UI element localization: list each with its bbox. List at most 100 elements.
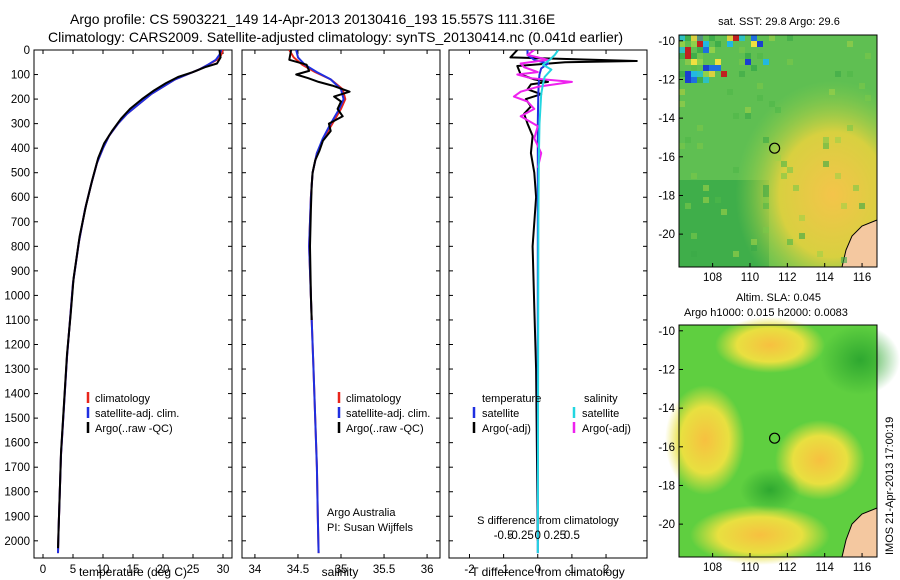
temperature-plot-frame [33, 49, 233, 559]
sst-pixel [781, 161, 787, 167]
depth-tick-label: 400 [11, 143, 30, 155]
sst-pixel [715, 65, 721, 71]
sla-argo-location-marker [768, 432, 781, 444]
sst-pixel [763, 185, 769, 191]
depth-tick-label: 1700 [4, 462, 30, 474]
x-tick-label: 30 [217, 564, 230, 576]
sst-pixel [691, 251, 697, 257]
sla-map-axes: 108 110 112 114 116 -10 -12 -14 -16 -18 -20 [658, 326, 871, 574]
salinity-xlabel: salinity [322, 565, 359, 579]
sst-pixel [715, 41, 721, 47]
map-y-tick-label: -16 [658, 442, 675, 454]
s-difference-tick-label: 0.5 [564, 530, 580, 542]
sst-pixel [697, 77, 703, 83]
series-line-temperature-argo-adj- [509, 50, 638, 541]
sst-pixel [697, 41, 703, 47]
s-difference-tick-label: 0.25 [544, 530, 566, 542]
sst-pixel [691, 41, 697, 47]
sst-pixel [691, 233, 697, 239]
sla-high-1 [715, 317, 825, 373]
sst-map-axes: 108 110 112 114 116 -10 -12 -14 -16 -18 -20 [658, 36, 871, 284]
sla-low-1 [820, 325, 900, 395]
x-tick-label: 25 [187, 564, 200, 576]
sst-pixel [847, 125, 853, 131]
sst-pixel [709, 71, 715, 77]
salinity-panel: 34 34.5 35 35.5 36 salinity climatology sate… [241, 49, 441, 579]
legend-label-argo: Argo(..raw -QC) [95, 423, 173, 435]
difference-x-axis: -2 -1 0 1 2 [464, 50, 609, 576]
x-tick-label: 35.5 [373, 564, 395, 576]
depth-tick-label: 1200 [4, 339, 30, 351]
map-x-tick-label: 112 [778, 272, 796, 284]
map-x-tick-label: 108 [703, 272, 722, 284]
sst-pixel [745, 113, 751, 119]
sst-pixel [787, 59, 793, 65]
x-tick-label: 10 [97, 564, 110, 576]
map-x-tick-label: 110 [741, 272, 759, 284]
x-tick-label: 35 [335, 564, 348, 576]
sst-pixel [865, 95, 871, 101]
depth-tick-label: 1100 [5, 315, 30, 327]
x-tick-label: 5 [70, 564, 76, 576]
sst-pixel [685, 59, 691, 65]
sst-pixel [763, 197, 769, 203]
sst-pixel [787, 167, 793, 173]
s-difference-tick-label: -0.5 [494, 530, 514, 542]
sst-pixel [721, 209, 727, 215]
sst-pixel [703, 65, 709, 71]
sst-pixel [847, 41, 853, 47]
sst-pixel [691, 77, 697, 83]
x-tick-label: 0 [40, 564, 46, 576]
map-y-tick-label: -14 [658, 113, 675, 125]
sst-pixel [751, 35, 757, 41]
sst-pixel [793, 185, 799, 191]
sst-pixel [865, 53, 871, 59]
depth-tick-label: 2000 [4, 536, 30, 548]
sst-pixel [697, 143, 703, 149]
sst-pixel [691, 65, 697, 71]
sst-pixel [823, 137, 829, 143]
series-line-climatology [57, 50, 224, 554]
difference-plot-frame [448, 49, 648, 559]
legend-label-temp-argo: Argo(-adj) [482, 423, 531, 435]
sst-pixel [733, 167, 739, 173]
depth-tick-label: 1000 [4, 290, 30, 302]
map-x-tick-label: 110 [741, 562, 759, 574]
argo-program-note: Argo Australia [327, 507, 396, 519]
sst-pixel [697, 35, 703, 41]
sst-pixel [679, 35, 685, 41]
map-y-tick-label: -20 [658, 229, 675, 241]
legend-label-sal-satellite: satellite [582, 408, 619, 420]
sst-pixel [847, 71, 853, 77]
figure-title-line2: Climatology: CARS2009. Satellite-adjuste… [48, 29, 623, 45]
series-line-argo-raw-qc- [288, 50, 351, 321]
sst-pixel [859, 83, 865, 89]
sst-pixel [685, 35, 691, 41]
sst-pixel [685, 203, 691, 209]
s-difference-label: S difference from climatology [477, 515, 619, 527]
map-y-tick-label: -10 [658, 326, 675, 338]
sst-pixel [745, 107, 751, 113]
sst-map: sat. SST: 29.8 Argo: 29.6 108 110 112 114 11… [658, 16, 878, 284]
sst-pixel [715, 197, 721, 203]
sst-pixel [763, 191, 769, 197]
sst-pixel [679, 143, 685, 149]
depth-tick-label: 1400 [4, 389, 30, 401]
sst-pixel [733, 35, 739, 41]
legend-label-climatology: climatology [346, 393, 402, 405]
x-tick-label: 34.5 [287, 564, 309, 576]
sla-low-2 [740, 468, 800, 512]
sst-pixel [691, 59, 697, 65]
sst-pixel [709, 47, 715, 53]
depth-tick-label: 200 [11, 94, 30, 106]
sst-argo-location-marker [768, 142, 781, 154]
sst-pixel [703, 71, 709, 77]
sst-pixel [679, 89, 685, 95]
argo-pi-note: PI: Susan Wijffels [327, 522, 413, 534]
sst-pixel [835, 71, 841, 77]
x-tick-label: 20 [157, 564, 170, 576]
map-y-tick-label: -16 [658, 152, 675, 164]
salinity-depth-ticks [242, 49, 440, 542]
sst-pixel [709, 35, 715, 41]
sst-pixel [679, 101, 685, 107]
